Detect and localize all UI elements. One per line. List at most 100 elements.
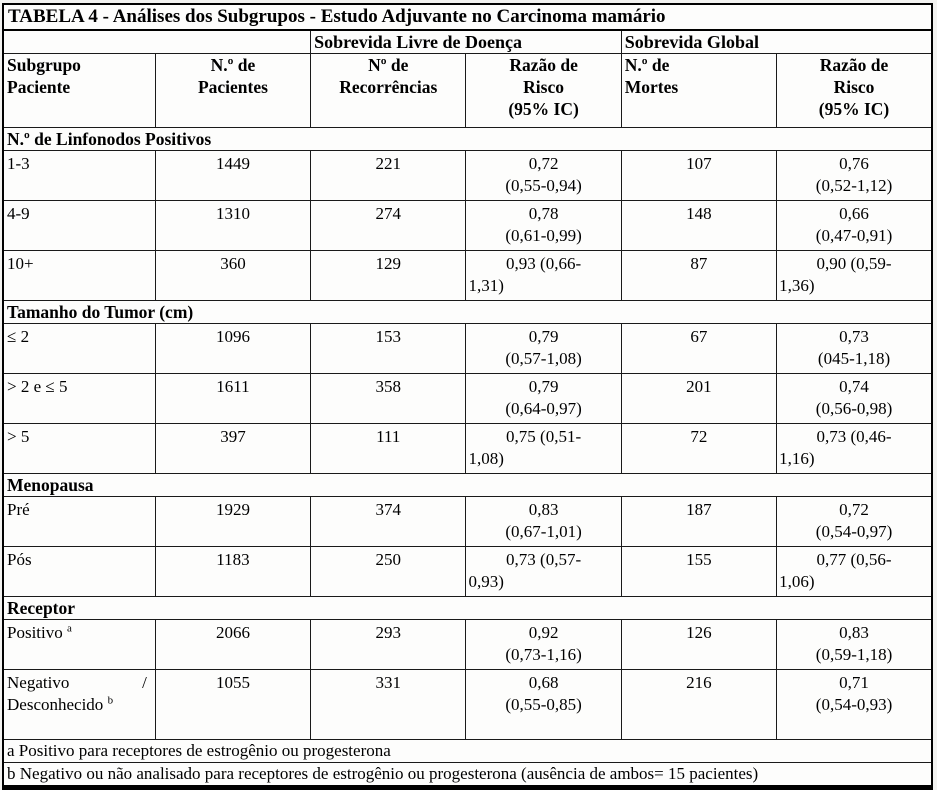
risk-ratio-value: 0,93 (0,66-	[506, 254, 582, 273]
table-row: Menopausa	[2, 473, 933, 497]
cell-n-deaths: 216	[620, 669, 778, 740]
col-header-risk-ratio-dfs: Razão de Risco (95% IC)	[465, 53, 622, 128]
cell-n-deaths: 201	[620, 373, 778, 424]
table-row: > 5 397 111 0,75 (0,51- 1,08) 72 0,73 (0…	[2, 423, 933, 474]
risk-ratio-value: 0,77 (0,56-	[816, 550, 892, 569]
table-row: TABELA 4 - Análises dos Subgrupos - Estu…	[2, 3, 933, 31]
group-header-empty	[2, 29, 312, 54]
subgroup-label-line1: Negativo /	[7, 672, 154, 694]
cell-subgroup: 10+	[2, 250, 156, 301]
risk-ratio-ci: (0,64-0,97)	[505, 399, 582, 418]
cell-risk-ratio-os: 0,83 (0,59-1,18)	[776, 619, 933, 670]
cell-risk-ratio-dfs: 0,79 (0,64-0,97)	[465, 373, 622, 424]
risk-ratio-ci: (0,55-0,85)	[505, 695, 582, 714]
group-header-disease-free-survival: Sobrevida Livre de Doença	[310, 29, 622, 54]
subgroup-label: Desconhecido	[7, 695, 104, 714]
risk-ratio-ci: (0,59-1,18)	[815, 645, 893, 664]
risk-ratio-ci: (0,52-1,12)	[815, 176, 893, 195]
table-row: b Negativo ou não analisado para recepto…	[2, 762, 933, 788]
risk-ratio-ci: (0,56-0,98)	[815, 399, 893, 418]
risk-ratio-value: 0,78	[528, 204, 559, 223]
table-row: Positivo a 2066 293 0,92 (0,73-1,16) 126…	[2, 619, 933, 670]
table-row: Pré 1929 374 0,83 (0,67-1,01) 187 0,72 (…	[2, 496, 933, 547]
cell-n-patients: 1611	[154, 373, 312, 424]
risk-ratio-value: 0,71	[839, 673, 869, 692]
cell-risk-ratio-dfs: 0,79 (0,57-1,08)	[465, 323, 622, 374]
table-row: > 2 e ≤ 5 1611 358 0,79 (0,64-0,97) 201 …	[2, 373, 933, 424]
cell-risk-ratio-os: 0,77 (0,56- 1,06)	[776, 546, 933, 597]
cell-n-patients: 1055	[154, 669, 312, 740]
risk-ratio-ci: 1,36)	[779, 276, 815, 295]
risk-ratio-value: 0,73 (0,57-	[506, 550, 582, 569]
cell-n-recurrences: 153	[310, 323, 467, 374]
table-row: 1-3 1449 221 0,72 (0,55-0,94) 107 0,76 (…	[2, 150, 933, 201]
col-header-risk-ratio-os: Razão de Risco (95% IC)	[776, 53, 933, 128]
cell-n-patients: 397	[154, 423, 312, 474]
risk-ratio-value: 0,79	[528, 377, 559, 396]
cell-n-deaths: 67	[620, 323, 778, 374]
col-header-subgroup: Subgrupo Paciente	[2, 53, 156, 128]
group-header-overall-survival: Sobrevida Global	[620, 29, 933, 54]
risk-ratio-ci: (0,57-1,08)	[505, 349, 582, 368]
cell-subgroup: > 2 e ≤ 5	[2, 373, 156, 424]
risk-ratio-value: 0,83	[528, 500, 559, 519]
table-row: 4-9 1310 274 0,78 (0,61-0,99) 148 0,66 (…	[2, 200, 933, 251]
risk-ratio-value: 0,92	[528, 623, 559, 642]
slash-separator: /	[142, 673, 147, 692]
risk-ratio-value: 0,68	[528, 673, 559, 692]
risk-ratio-ci: (0,47-0,91)	[815, 226, 893, 245]
cell-n-deaths: 72	[620, 423, 778, 474]
cell-n-deaths: 148	[620, 200, 778, 251]
table-row: Subgrupo Paciente N.º de Pacientes Nº de…	[2, 53, 933, 128]
cell-risk-ratio-os: 0,66 (0,47-0,91)	[776, 200, 933, 251]
cell-n-deaths: 107	[620, 150, 778, 201]
risk-ratio-value: 0,74	[839, 377, 869, 396]
risk-ratio-ci: (0,54-0,93)	[815, 695, 893, 714]
cell-n-patients: 1929	[154, 496, 312, 547]
cell-n-recurrences: 293	[310, 619, 467, 670]
table-row: Tamanho do Tumor (cm)	[2, 300, 933, 324]
cell-n-deaths: 187	[620, 496, 778, 547]
cell-n-patients: 1096	[154, 323, 312, 374]
cell-n-patients: 1310	[154, 200, 312, 251]
cell-n-recurrences: 250	[310, 546, 467, 597]
cell-risk-ratio-os: 0,72 (0,54-0,97)	[776, 496, 933, 547]
subgroup-analysis-table: TABELA 4 - Análises dos Subgrupos - Estu…	[2, 3, 933, 790]
cell-subgroup: 1-3	[2, 150, 156, 201]
risk-ratio-ci: (0,55-0,94)	[505, 176, 582, 195]
cell-risk-ratio-os: 0,73 (0,46- 1,16)	[776, 423, 933, 474]
risk-ratio-value: 0,72	[839, 500, 869, 519]
cell-risk-ratio-dfs: 0,75 (0,51- 1,08)	[465, 423, 622, 474]
cell-n-recurrences: 111	[310, 423, 467, 474]
risk-ratio-ci: (045-1,18)	[817, 349, 891, 368]
cell-subgroup: Pré	[2, 496, 156, 547]
cell-n-recurrences: 358	[310, 373, 467, 424]
cell-risk-ratio-os: 0,90 (0,59- 1,36)	[776, 250, 933, 301]
risk-ratio-ci: (0,61-0,99)	[505, 226, 582, 245]
cell-n-patients: 2066	[154, 619, 312, 670]
table-row: 10+ 360 129 0,93 (0,66- 1,31) 87 0,90 (0…	[2, 250, 933, 301]
table-row: N.º de Linfonodos Positivos	[2, 127, 933, 151]
risk-ratio-ci: 1,08)	[468, 449, 504, 468]
risk-ratio-value: 0,76	[839, 154, 869, 173]
cell-risk-ratio-dfs: 0,83 (0,67-1,01)	[465, 496, 622, 547]
col-header-n-patients: N.º de Pacientes	[154, 53, 312, 128]
cell-n-deaths: 126	[620, 619, 778, 670]
cell-n-deaths: 155	[620, 546, 778, 597]
col-header-n-deaths: N.º de Mortes	[620, 53, 778, 128]
col-header-n-recurrences: Nº de Recorrências	[310, 53, 467, 128]
table-row: Negativo / Desconhecido b 1055 331 0,68 …	[2, 669, 933, 740]
risk-ratio-ci: (0,73-1,16)	[505, 645, 582, 664]
cell-n-patients: 360	[154, 250, 312, 301]
risk-ratio-value: 0,73	[839, 327, 869, 346]
scanned-table-page: TABELA 4 - Análises dos Subgrupos - Estu…	[2, 3, 933, 790]
risk-ratio-ci: (0,67-1,01)	[505, 522, 582, 541]
table-row: Sobrevida Livre de Doença Sobrevida Glob…	[2, 29, 933, 54]
cell-risk-ratio-dfs: 0,73 (0,57- 0,93)	[465, 546, 622, 597]
table-row: a Positivo para receptores de estrogênio…	[2, 739, 933, 763]
cell-subgroup: Positivo a	[2, 619, 156, 670]
subgroup-label: Negativo	[7, 673, 70, 692]
table-row: ≤ 2 1096 153 0,79 (0,57-1,08) 67 0,73 (0…	[2, 323, 933, 374]
risk-ratio-value: 0,66	[839, 204, 869, 223]
risk-ratio-ci: 1,16)	[779, 449, 815, 468]
